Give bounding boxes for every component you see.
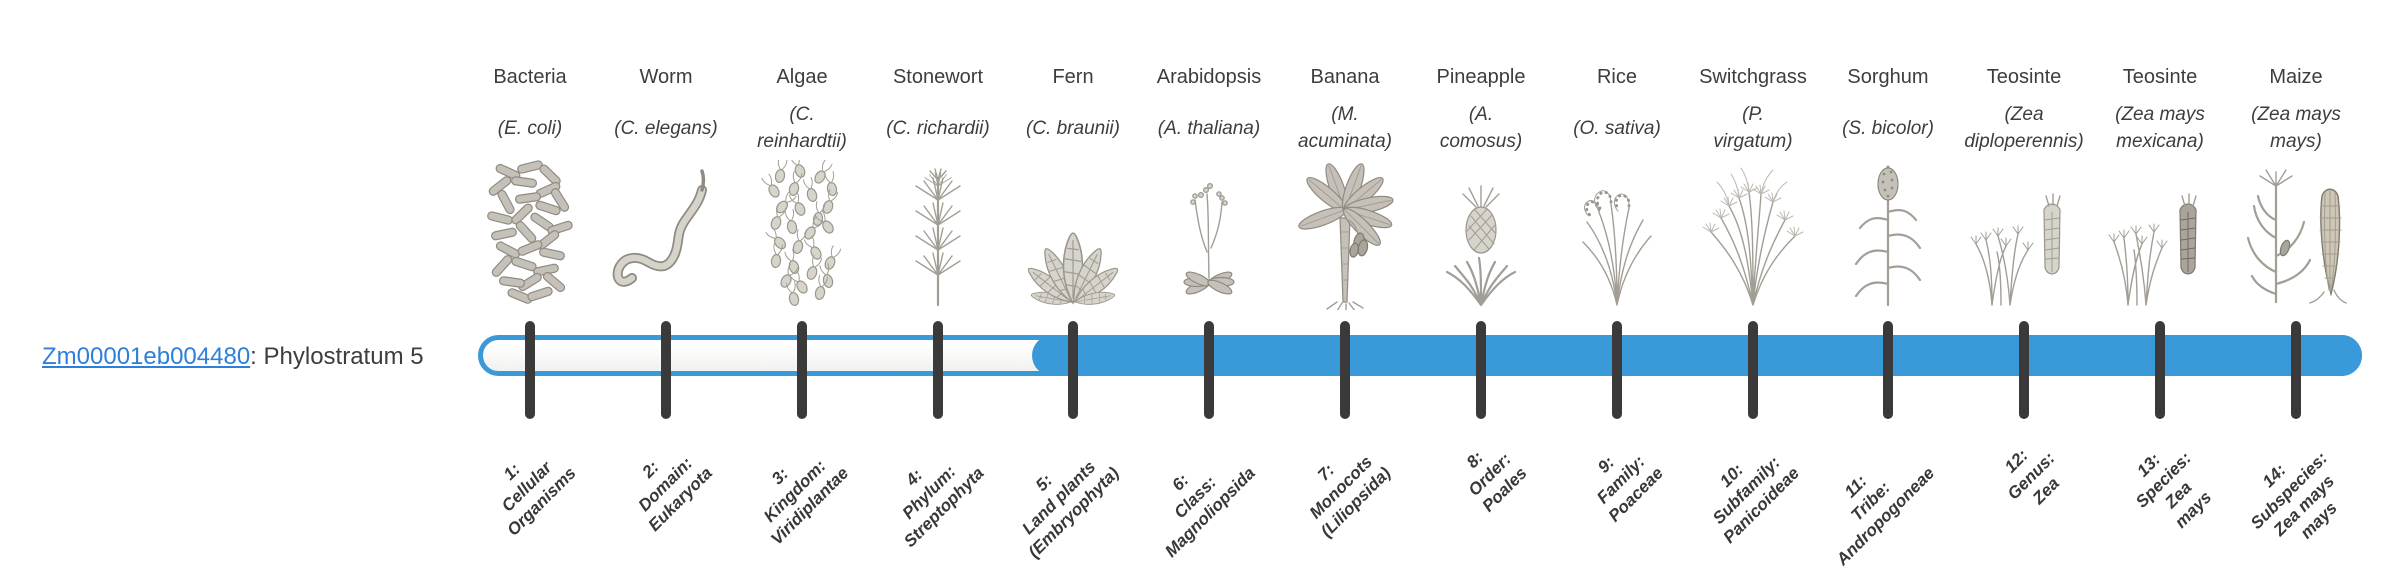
column-fern: Fern (C. braunii) 5: Land plants (Embryo… [1005,0,1141,580]
stratum-label: 9: Family: Poaceae [1593,451,1667,526]
stratum-label: 12: Genus: Zea [2001,445,2064,508]
organism-species-name: (Zea mays mexicana) [2115,104,2205,152]
stratum-label: 4: Phylum: Streptophyta [898,461,988,551]
banana-illustration [1277,160,1413,310]
organism-species-name: (E. coli) [497,117,563,139]
stratum-label: 3: Kingdom: Viridiplantae [759,456,852,549]
tick-mark [2155,321,2165,419]
tick-mark [1612,321,1622,419]
rice-illustration [1549,160,1685,310]
organism-common-name: Rice [1596,66,1637,88]
teosinte-mexicana-illustration [2092,160,2228,310]
organism-species-name: (C. richardii) [886,117,990,139]
column-switchgrass: Switchgrass (P. virgatum) 10: Subfamily:… [1685,0,1821,580]
column-banana: Banana (M. acuminata) [1277,0,1413,580]
tick-mark [2291,321,2301,419]
organism-common-name: Teosinte [1986,66,2062,88]
gene-id-link[interactable]: Zm00001eb004480 [42,343,251,370]
stonewort-illustration [870,160,1006,310]
organism-common-name: Worm [639,66,693,88]
column-teosinte-diploperennis: Teosinte (Zea diploperennis) 12: Genus: … [1956,0,2092,580]
gene-phylostratum-text: : Phylostratum 5 [250,343,424,370]
organism-species-name: (A. thaliana) [1157,117,1261,139]
gene-label: Zm00001eb004480: Phylostratum 5 [42,342,424,372]
bacteria-illustration [462,160,598,310]
stratum-label: 14: Subspecies: Zea mays mays [2246,448,2341,543]
stratum-label: 10: Subfamily: Panicoideae [1708,452,1803,547]
column-worm: Worm (C. elegans) 2: Domain: Eukaryota [598,0,734,580]
switchgrass-illustration [1685,160,1821,310]
stratum-label: 8: Order: Poales [1462,447,1531,516]
column-rice: Rice (O. sativa) 9: Family: Poaceae [1549,0,1685,580]
organism-species-name: (A. comosus) [1439,104,1523,152]
organism-common-name: Teosinte [2122,66,2198,88]
organism-species-name: (M. acuminata) [1298,104,1392,152]
organism-species-name: (O. sativa) [1573,117,1661,139]
tick-mark [1748,321,1758,419]
tick-mark [1340,321,1350,419]
tick-mark [1476,321,1486,419]
organism-species-name: (C. braunii) [1026,117,1120,139]
column-stonewort: Stonewort (C. richardii) 4: Phylum: Stre… [870,0,1006,580]
tick-mark [1204,321,1214,419]
organism-common-name: Algae [776,66,828,88]
tick-mark [1068,321,1078,419]
organism-common-name: Stonewort [892,66,984,88]
stratum-label: 6: Class: Magnoliopsida [1161,463,1259,561]
organism-common-name: Sorghum [1847,66,1929,88]
tick-mark [661,321,671,419]
organism-species-name: (S. bicolor) [1842,117,1934,139]
algae-illustration [734,160,870,310]
organism-common-name: Pineapple [1436,66,1526,88]
column-maize: Maize (Zea mays mays) 14: Subspecies: Ze… [2228,0,2364,580]
tick-mark [525,321,535,419]
column-bacteria: Bacteria (E. coli) [462,0,598,580]
column-teosinte-mexicana: Teosinte (Zea mays mexicana) 13: Species… [2092,0,2228,580]
tick-mark [797,321,807,419]
sorghum-illustration [1820,160,1956,310]
organism-species-name: (C. elegans) [614,117,718,139]
timeline-filled-segment [1032,335,2362,376]
fern-illustration [1005,160,1141,310]
organism-common-name: Arabidopsis [1156,66,1262,88]
organism-species-name: (C. reinhardtii) [757,104,847,152]
column-sorghum: Sorghum (S. bicolor) 11: Tribe: Andropog… [1820,0,1956,580]
organism-common-name: Maize [2269,66,2323,88]
tick-mark [1883,321,1893,419]
tick-mark [2019,321,2029,419]
maize-illustration [2228,160,2364,310]
organism-common-name: Fern [1052,66,1094,88]
organism-species-name: (Zea mays mays) [2251,104,2341,152]
organism-species-name: (Zea diploperennis) [1964,104,2084,152]
teosinte-diploperennis-illustration [1956,160,2092,310]
stratum-label: 13: Species: Zea mays [2132,448,2216,532]
stratum-label: 5: Land plants (Embryophyta) [1018,457,1123,562]
worm-illustration [598,160,734,310]
pineapple-illustration [1413,160,1549,310]
stratum-label: 1: Cellular Organisms [498,457,580,540]
column-arabidopsis: Arabidopsis (A. thaliana) 6: Class: Magn… [1141,0,1277,580]
stratum-label: 11: Tribe: Andropogoneae [1832,463,1938,570]
organism-species-name: (P. virgatum) [1713,104,1793,152]
tick-mark [933,321,943,419]
column-pineapple: Pineapple (A. comosus) 8: Order: Poales [1413,0,1549,580]
organism-common-name: Switchgrass [1699,66,1807,88]
stratum-label: 7: Monocots (Liliopsida) [1306,452,1395,541]
organism-common-name: Banana [1310,66,1380,88]
arabidopsis-illustration [1141,160,1277,310]
stratum-label: 2: Domain: Eukaryota [634,453,716,535]
column-algae: Algae (C. reinhardtii) [734,0,870,580]
organism-common-name: Bacteria [493,66,567,88]
